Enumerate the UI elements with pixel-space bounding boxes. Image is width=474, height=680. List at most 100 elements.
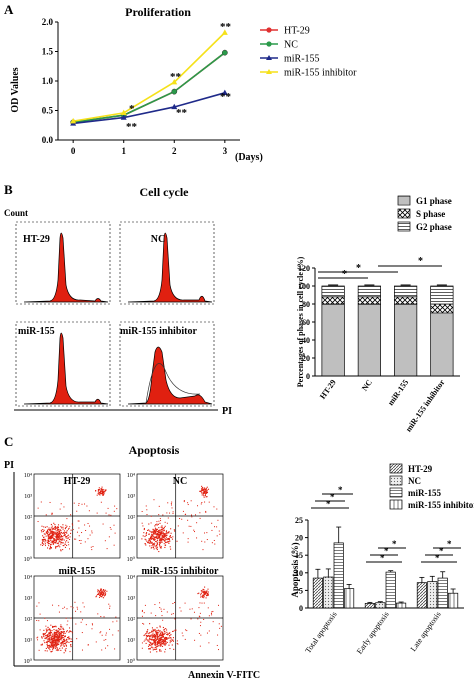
event-dot xyxy=(43,629,45,631)
event-dot xyxy=(144,543,146,545)
event-dot xyxy=(56,643,58,645)
event-dot xyxy=(201,595,203,597)
event-dot xyxy=(162,639,164,641)
event-dot xyxy=(152,642,154,644)
event-dot xyxy=(45,540,47,542)
event-dot xyxy=(196,522,198,524)
category-label: Total apoptosis xyxy=(303,610,338,655)
event-dot xyxy=(160,533,162,535)
event-dot xyxy=(147,645,150,647)
event-dot xyxy=(97,589,99,592)
event-dot xyxy=(64,632,66,634)
event-dot xyxy=(202,594,204,596)
event-dot xyxy=(50,646,52,649)
event-dot xyxy=(37,639,39,641)
event-dot xyxy=(162,530,164,532)
event-dot xyxy=(157,536,159,538)
event-dot xyxy=(66,637,69,639)
event-dot xyxy=(159,644,161,646)
event-dot xyxy=(63,631,65,633)
event-dot xyxy=(42,633,44,635)
event-dot xyxy=(53,634,55,636)
event-dot xyxy=(103,589,105,591)
event-dot xyxy=(160,541,162,543)
event-dot xyxy=(167,634,169,636)
event-dot xyxy=(45,531,47,533)
event-dot xyxy=(41,644,43,646)
event-dot xyxy=(49,630,51,632)
event-dot xyxy=(172,639,174,641)
event-dot xyxy=(149,641,151,643)
category-label: HT-29 xyxy=(318,378,338,401)
event-dot xyxy=(63,640,65,642)
event-dot xyxy=(66,518,68,520)
event-dot xyxy=(58,640,60,642)
event-dot xyxy=(214,526,216,528)
event-dot xyxy=(160,608,162,610)
event-dot xyxy=(45,625,47,627)
event-dot xyxy=(153,539,155,542)
event-dot xyxy=(172,639,174,641)
data-point xyxy=(221,29,228,35)
data-point xyxy=(171,103,178,110)
event-dot xyxy=(183,500,185,502)
event-dot xyxy=(165,638,167,640)
event-dot xyxy=(59,633,61,635)
event-dot xyxy=(57,639,59,641)
event-dot xyxy=(149,647,151,650)
event-dot xyxy=(48,533,50,535)
event-dot xyxy=(141,522,143,524)
event-dot xyxy=(58,636,60,638)
histogram-fit-curve xyxy=(145,363,201,404)
event-dot xyxy=(53,538,55,540)
event-dot xyxy=(160,638,162,640)
event-dot xyxy=(52,646,54,648)
event-dot xyxy=(159,531,161,533)
event-dot xyxy=(49,537,51,539)
event-dot xyxy=(104,591,106,594)
event-dot xyxy=(172,536,174,538)
event-dot xyxy=(55,541,57,543)
event-dot xyxy=(150,547,152,549)
event-dot xyxy=(156,635,158,637)
event-dot xyxy=(163,642,165,644)
event-dot xyxy=(52,646,54,648)
event-dot xyxy=(171,538,174,540)
event-dot xyxy=(154,635,156,637)
event-dot xyxy=(186,630,188,632)
event-dot xyxy=(43,633,45,635)
event-dot xyxy=(217,519,219,521)
event-dot xyxy=(58,635,60,637)
event-dot xyxy=(65,531,67,533)
event-dot xyxy=(52,536,54,538)
series-line xyxy=(73,92,226,125)
event-dot xyxy=(202,487,204,489)
event-dot xyxy=(55,539,57,541)
event-dot xyxy=(96,512,98,514)
event-dot xyxy=(58,544,60,546)
event-dot xyxy=(163,528,165,530)
event-dot xyxy=(63,530,65,532)
event-dot xyxy=(56,632,58,634)
event-dot xyxy=(182,635,184,637)
event-dot xyxy=(177,643,179,645)
event-dot xyxy=(102,488,104,490)
legend-label: NC xyxy=(408,476,421,486)
event-dot xyxy=(153,536,155,538)
event-dot xyxy=(54,525,56,528)
event-dot xyxy=(155,540,157,542)
event-dot xyxy=(172,613,174,615)
event-dot xyxy=(70,606,72,608)
sig-star-a2: ** xyxy=(126,121,138,133)
bar xyxy=(375,602,386,609)
event-dot xyxy=(62,631,64,633)
event-dot xyxy=(51,525,53,527)
event-dot xyxy=(69,526,71,528)
event-dot xyxy=(150,535,152,537)
event-dot xyxy=(206,496,208,498)
event-dot xyxy=(47,640,49,642)
event-dot xyxy=(47,634,49,636)
event-dot xyxy=(40,501,42,503)
event-dot xyxy=(154,642,156,645)
